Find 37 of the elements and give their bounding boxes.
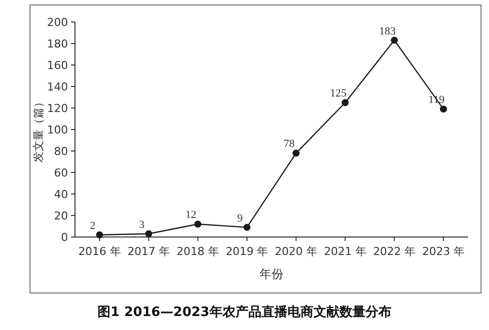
x-tick-label: 2023 年 — [422, 245, 465, 258]
y-tick-label: 40 — [54, 188, 68, 201]
point — [292, 150, 300, 157]
data-label: 2 — [90, 220, 96, 232]
y-tick-label: 80 — [54, 144, 68, 158]
y-tick-label: 200 — [47, 16, 68, 29]
x-tick-label: 2020 年 — [274, 245, 318, 258]
x-tick-label: 2018 年 — [176, 245, 220, 258]
y-axis-title: 发文量（篇） — [32, 96, 45, 162]
y-tick-label: 0 — [61, 230, 68, 244]
y-tick-label: 140 — [47, 80, 68, 94]
point — [145, 230, 152, 238]
x-tick-label: 2022 年 — [373, 245, 416, 258]
data-label: 183 — [379, 25, 396, 38]
data-label: 9 — [237, 212, 244, 224]
point — [96, 231, 104, 238]
point — [194, 220, 202, 228]
x-tick-label: 2017 年 — [127, 245, 170, 258]
y-tick-label: 120 — [47, 102, 68, 115]
y-tick-label: 100 — [47, 123, 68, 136]
point — [390, 36, 398, 44]
point — [243, 224, 250, 231]
text: 图1 2016—2023年农产品直播电商文献数量分布 — [98, 304, 392, 320]
x-tick-label: 2021 年 — [324, 245, 366, 258]
y-tick-label: 60 — [54, 166, 68, 180]
data-label: 125 — [330, 88, 347, 100]
x-axis-title: 年份 — [260, 267, 284, 281]
y-tick-label: 180 — [47, 37, 68, 50]
point — [342, 99, 349, 106]
x-tick-label: 2019 年 — [226, 245, 268, 258]
y-tick-label: 160 — [47, 58, 68, 72]
data-label: 78 — [284, 138, 296, 150]
data-label: 3 — [138, 218, 145, 231]
y-tick-label: 20 — [54, 209, 68, 222]
point — [440, 106, 447, 113]
data-label: 12 — [185, 209, 196, 222]
x-tick-label: 2016 年 — [78, 245, 121, 258]
